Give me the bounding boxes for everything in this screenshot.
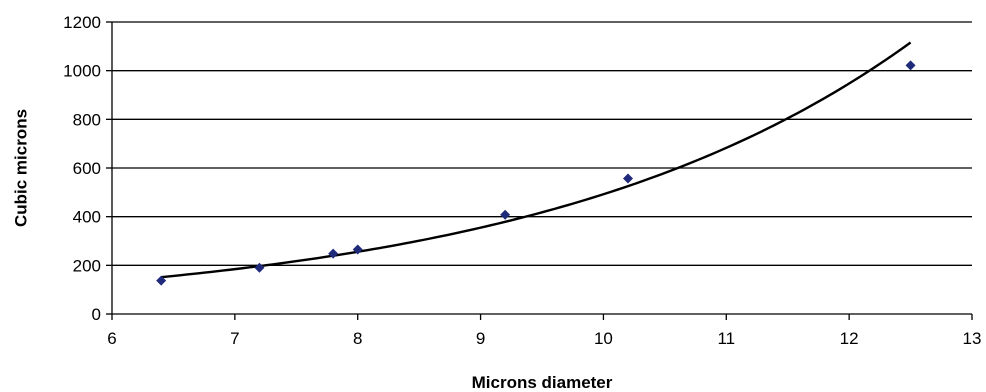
x-tick-label: 13 [963,329,982,348]
axes [106,21,973,320]
trendline-layer [161,41,912,279]
data-point-1 [156,275,167,286]
x-tick-label: 12 [840,329,859,348]
x-tick-label: 10 [594,329,613,348]
x-tick-label: 11 [717,329,735,348]
x-tick-label: 6 [107,329,116,348]
y-tick-label: 600 [73,159,101,178]
x-tick-label: 9 [476,329,485,348]
data-point-3 [328,248,339,259]
x-tick-label: 8 [353,329,362,348]
data-point-4 [352,244,363,255]
x-tick-label: 7 [230,329,239,348]
trendline [161,41,912,279]
y-tick-label: 0 [92,305,101,324]
data-point-6 [623,173,633,184]
y-tick-label: 200 [73,256,101,275]
y-tick-label: 400 [73,208,101,227]
data-point-2 [254,262,265,273]
y-tick-label: 800 [73,110,101,129]
tick-labels: 0 200 400 600 800 1000 1200 6 7 8 9 10 11 12 13 [63,13,981,348]
y-tick-label: 1000 [63,62,101,81]
axis-titles: Microns diameter Cubic microns [11,109,612,392]
data-point-5 [500,209,511,220]
gridlines [112,21,972,266]
y-tick-label: 1200 [63,13,101,32]
data-point-7 [905,60,916,71]
data-points [156,60,916,286]
x-axis-title: Microns diameter [472,373,613,392]
y-axis-title: Cubic microns [11,109,30,227]
